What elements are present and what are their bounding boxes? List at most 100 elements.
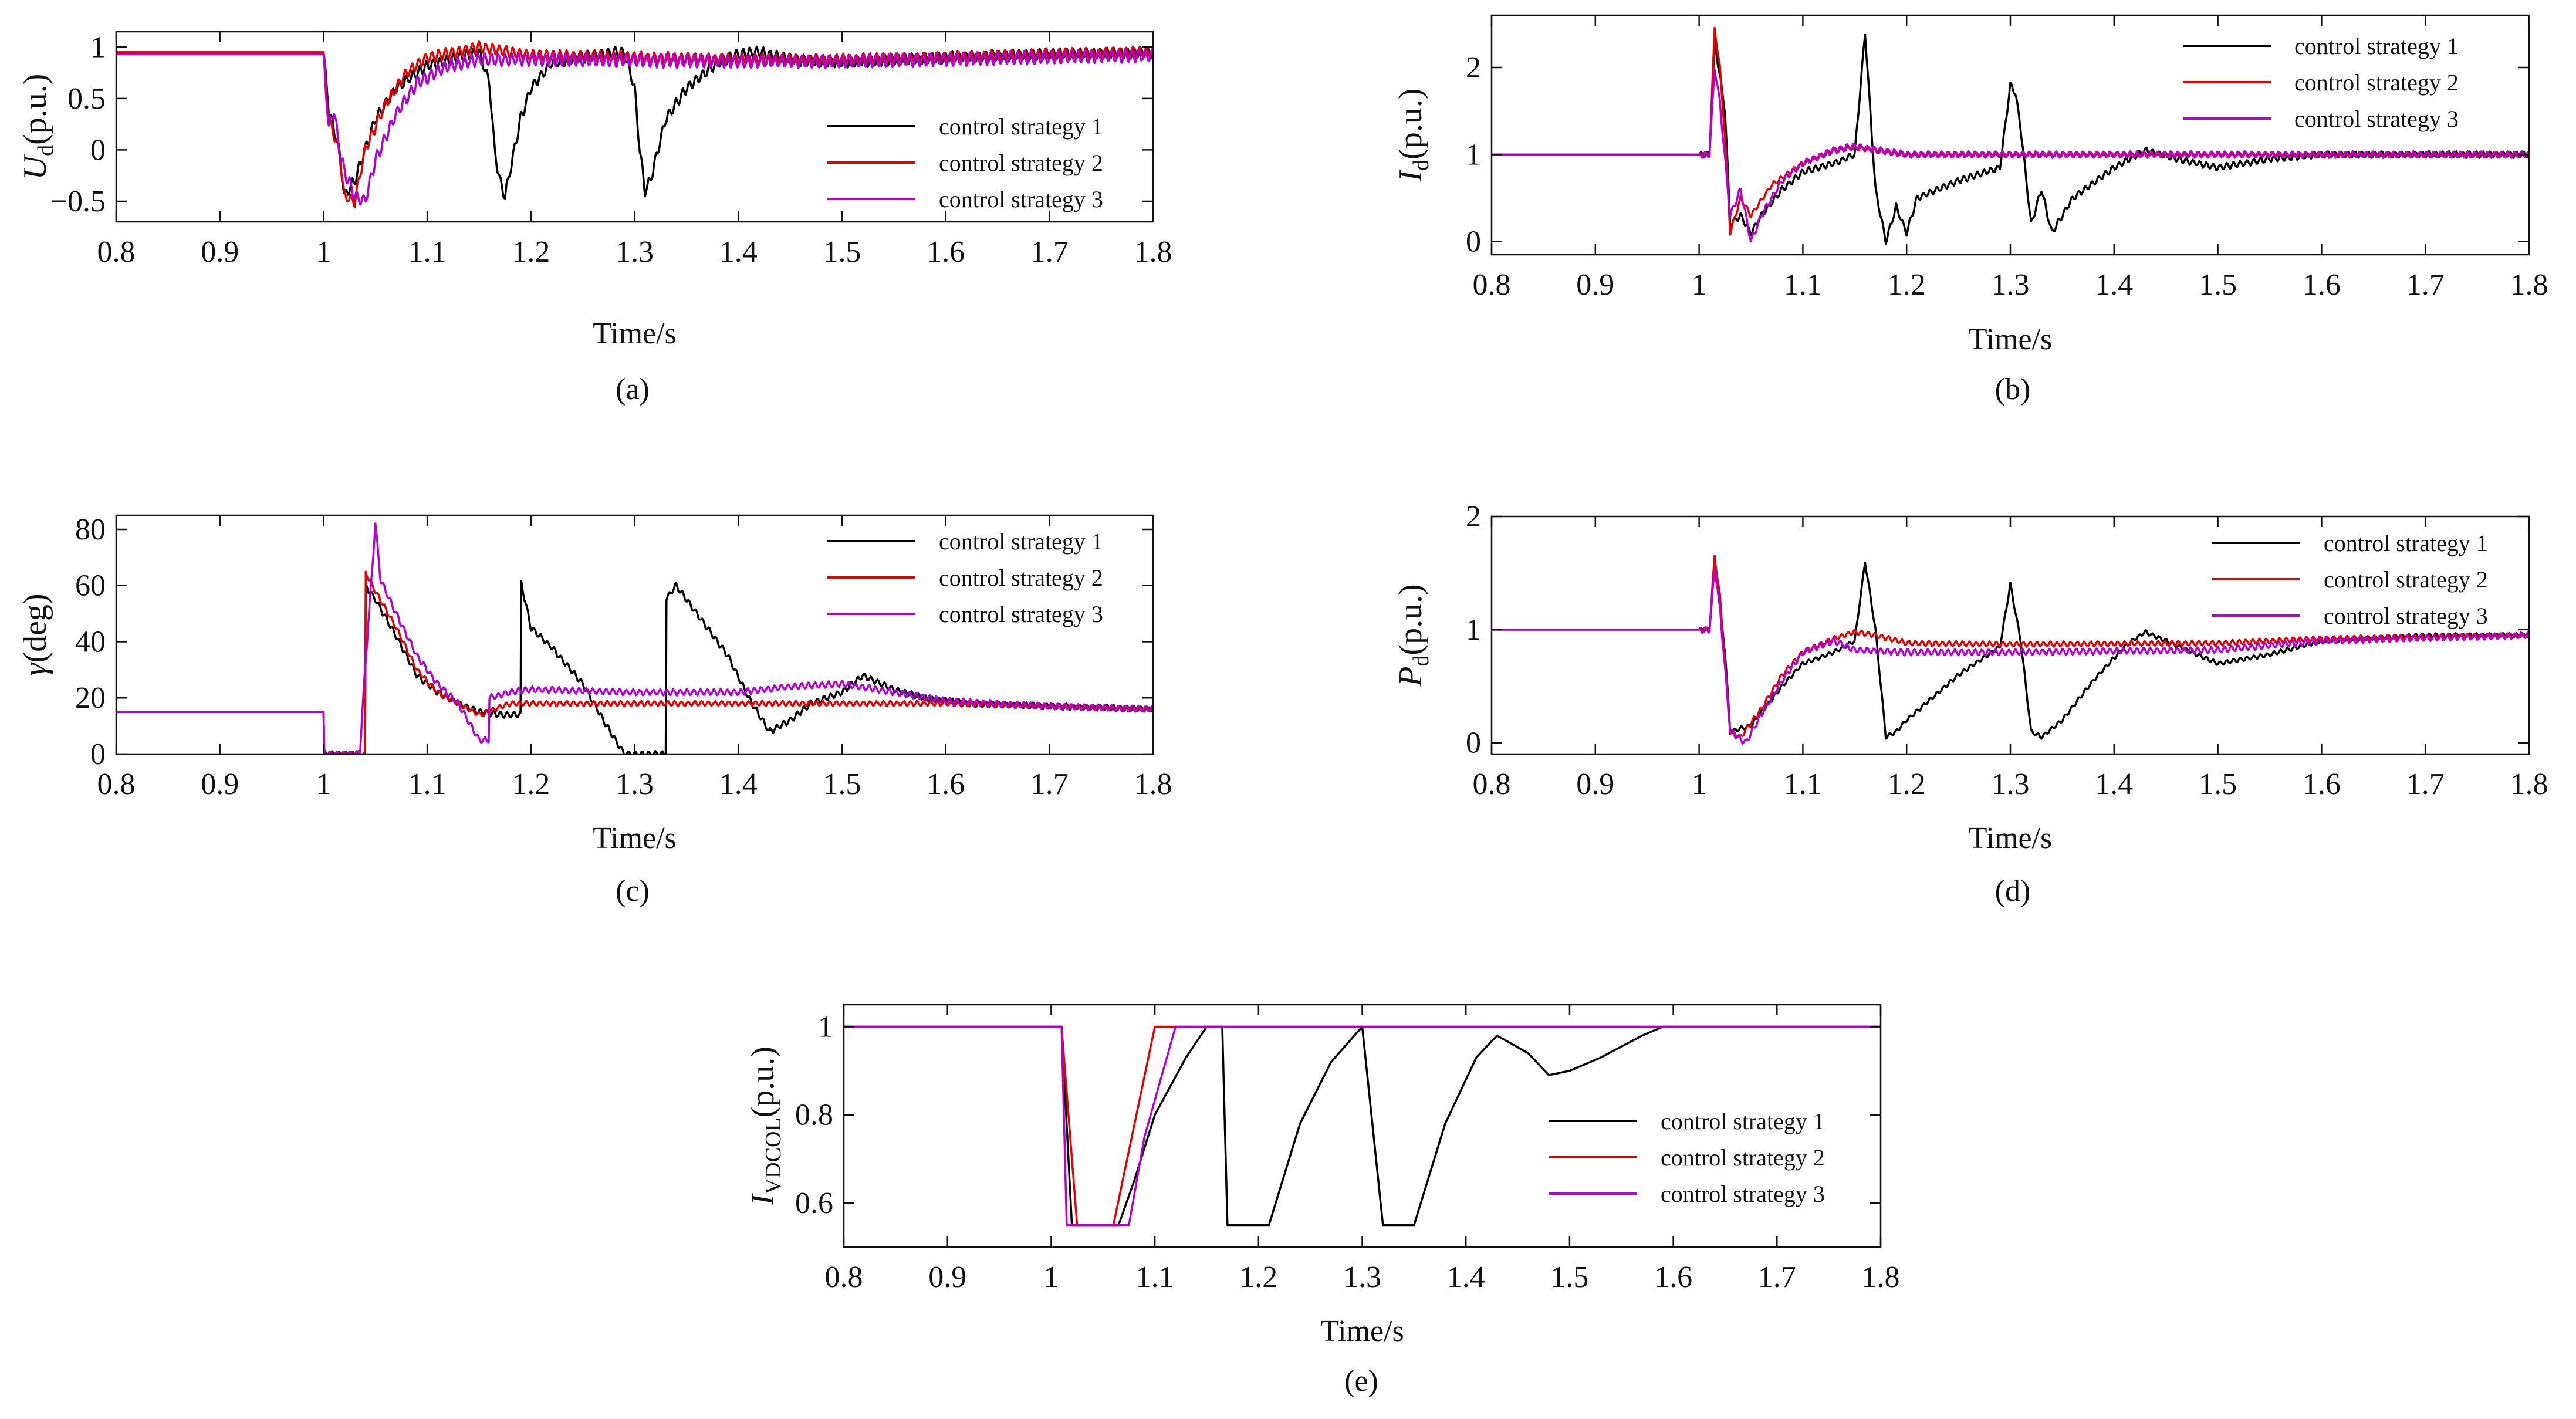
y-tick-label: 0.5 <box>67 82 106 116</box>
x-tick-label: 1.4 <box>719 768 758 801</box>
x-tick-label: 1.5 <box>823 235 861 269</box>
x-tick-label: 1.8 <box>1134 235 1172 269</box>
panel-caption: (a) <box>616 373 650 406</box>
y-tick-label: 0 <box>90 133 106 167</box>
x-tick-label: 1.6 <box>2303 268 2341 302</box>
legend-label: control strategy 1 <box>1661 1108 1825 1134</box>
x-tick-label: 1.3 <box>1992 768 2030 801</box>
legend-label: control strategy 3 <box>939 186 1103 212</box>
x-tick-label: 0.8 <box>1473 768 1511 801</box>
traces-c <box>116 522 1153 754</box>
x-tick-label: 1.5 <box>2199 768 2237 801</box>
y-tick-label: 2 <box>1466 500 1481 533</box>
x-tick-label: 1 <box>1692 768 1707 801</box>
legend: control strategy 1 control strategy 2 cont… <box>2212 530 2488 629</box>
x-tick-label: 1.6 <box>2303 768 2341 801</box>
x-tick-label: 1.8 <box>1862 1261 1900 1294</box>
x-tick-label: 0.8 <box>1473 268 1511 302</box>
series-line-3 <box>1492 568 2529 745</box>
legend-label: control strategy 1 <box>939 528 1103 555</box>
y-tick-label: 40 <box>75 625 106 658</box>
legend-label: control strategy 3 <box>2324 603 2488 629</box>
x-tick-label: 1.3 <box>616 768 654 801</box>
panel-b: 0.8 0.9 1 1.1 1.2 1.3 1.4 1.5 1.6 1.7 1.8 2 1 0 Time/s… <box>1392 14 2548 406</box>
y-tick-label: 0.8 <box>795 1099 833 1132</box>
legend-label: control strategy 2 <box>2324 566 2488 593</box>
y-label-symbol: P <box>1392 667 1429 687</box>
y-tick-label: 1 <box>1466 138 1481 171</box>
y-tick-label: 0 <box>1466 225 1481 259</box>
legend-label: control strategy 1 <box>2294 33 2459 59</box>
x-tick-label: 1.6 <box>1654 1261 1692 1294</box>
x-tick-label: 1.8 <box>1134 768 1172 801</box>
y-label-unit: (p.u.) <box>1392 89 1429 160</box>
x-tick-label: 1.1 <box>408 768 447 801</box>
x-axis-label: Time/s <box>1969 323 2053 356</box>
y-label-subscript: d <box>1409 160 1434 171</box>
y-tick-label: 1 <box>90 31 106 64</box>
series-line-3 <box>116 522 1153 754</box>
panel-caption: (c) <box>616 874 650 908</box>
x-axis-label: Time/s <box>593 822 677 855</box>
y-label-symbol: I <box>745 1193 781 1206</box>
legend: control strategy 1 control strategy 2 cont… <box>2183 33 2459 132</box>
x-tick-label: 1.4 <box>719 235 758 269</box>
x-tick-label: 1 <box>316 768 331 801</box>
series-line-2 <box>116 40 1153 208</box>
y-axis-label: γ(deg) <box>17 593 53 675</box>
traces-e <box>844 1025 1881 1227</box>
panels-group: 0.8 0.9 1 1.1 1.2 1.3 1.4 1.5 1.6 1.7 1.8 1 0.5 0 −0.5… <box>17 14 2548 1398</box>
x-tick-label: 1.8 <box>2510 768 2548 801</box>
y-label-unit: (p.u.) <box>745 1046 781 1117</box>
x-tick-label: 1.2 <box>1239 1261 1277 1294</box>
x-axis-label: Time/s <box>593 317 677 350</box>
panel-caption: (e) <box>1344 1364 1378 1398</box>
x-tick-label: 1.7 <box>1030 235 1069 269</box>
series-line-1 <box>1492 33 2529 245</box>
x-axis-label: Time/s <box>1320 1315 1404 1348</box>
x-tick-label: 0.8 <box>97 235 136 269</box>
y-tick-label: 1 <box>1466 613 1481 647</box>
x-tick-label: 1 <box>316 235 331 269</box>
x-tick-label: 1.8 <box>2510 268 2548 302</box>
x-tick-label: 1.5 <box>1550 1261 1588 1294</box>
x-tick-label: 1.6 <box>927 768 965 801</box>
y-label-subscript: VDCOL <box>761 1117 786 1194</box>
x-tick-label: 0.9 <box>1576 268 1614 302</box>
y-label-symbol: U <box>17 154 53 180</box>
x-tick-label: 1.4 <box>2095 768 2133 801</box>
x-tick-label: 1.7 <box>1758 1261 1796 1294</box>
x-tick-label: 1.7 <box>2406 768 2445 801</box>
y-tick-label: 0 <box>1466 727 1481 760</box>
x-tick-label: 1.7 <box>2406 268 2445 302</box>
y-label-unit: (p.u.) <box>1392 584 1429 655</box>
series-line-1 <box>844 1025 1881 1227</box>
x-tick-label: 1.7 <box>1030 768 1069 801</box>
x-tick-label: 1.2 <box>1888 768 1926 801</box>
traces-a <box>116 40 1153 208</box>
panel-caption: (b) <box>1995 373 2031 406</box>
legend-label: control strategy 2 <box>2294 69 2459 96</box>
series-line-3 <box>116 48 1153 206</box>
y-tick-label: 0 <box>90 738 106 771</box>
y-tick-label: 60 <box>75 569 106 603</box>
x-tick-label: 0.8 <box>825 1261 863 1294</box>
y-axis-label: Pd(p.u.) <box>1392 584 1434 687</box>
x-tick-label: 1 <box>1043 1261 1059 1294</box>
legend-label: control strategy 1 <box>2324 530 2488 556</box>
x-tick-label: 1.6 <box>927 235 965 269</box>
traces-b <box>1492 26 2529 245</box>
y-tick-label: 20 <box>75 681 106 715</box>
y-label-unit: (p.u.) <box>17 74 53 145</box>
panel-caption: (d) <box>1995 874 2031 908</box>
x-tick-label: 1.2 <box>512 768 550 801</box>
x-tick-label: 1.2 <box>512 235 550 269</box>
y-axis-label: Ud(p.u.) <box>17 74 58 180</box>
x-tick-label: 1.4 <box>1447 1261 1485 1294</box>
legend: control strategy 1 control strategy 2 cont… <box>827 113 1103 212</box>
legend: control strategy 1 control strategy 2 cont… <box>827 528 1103 627</box>
y-label-symbol: I <box>1392 169 1429 182</box>
x-tick-label: 1.3 <box>616 235 654 269</box>
panel-e: 0.8 0.9 1 1.1 1.2 1.3 1.4 1.5 1.6 1.7 1.8 1 0.8 0.6 Ti… <box>745 1004 1900 1398</box>
x-tick-label: 1.4 <box>2095 268 2133 302</box>
